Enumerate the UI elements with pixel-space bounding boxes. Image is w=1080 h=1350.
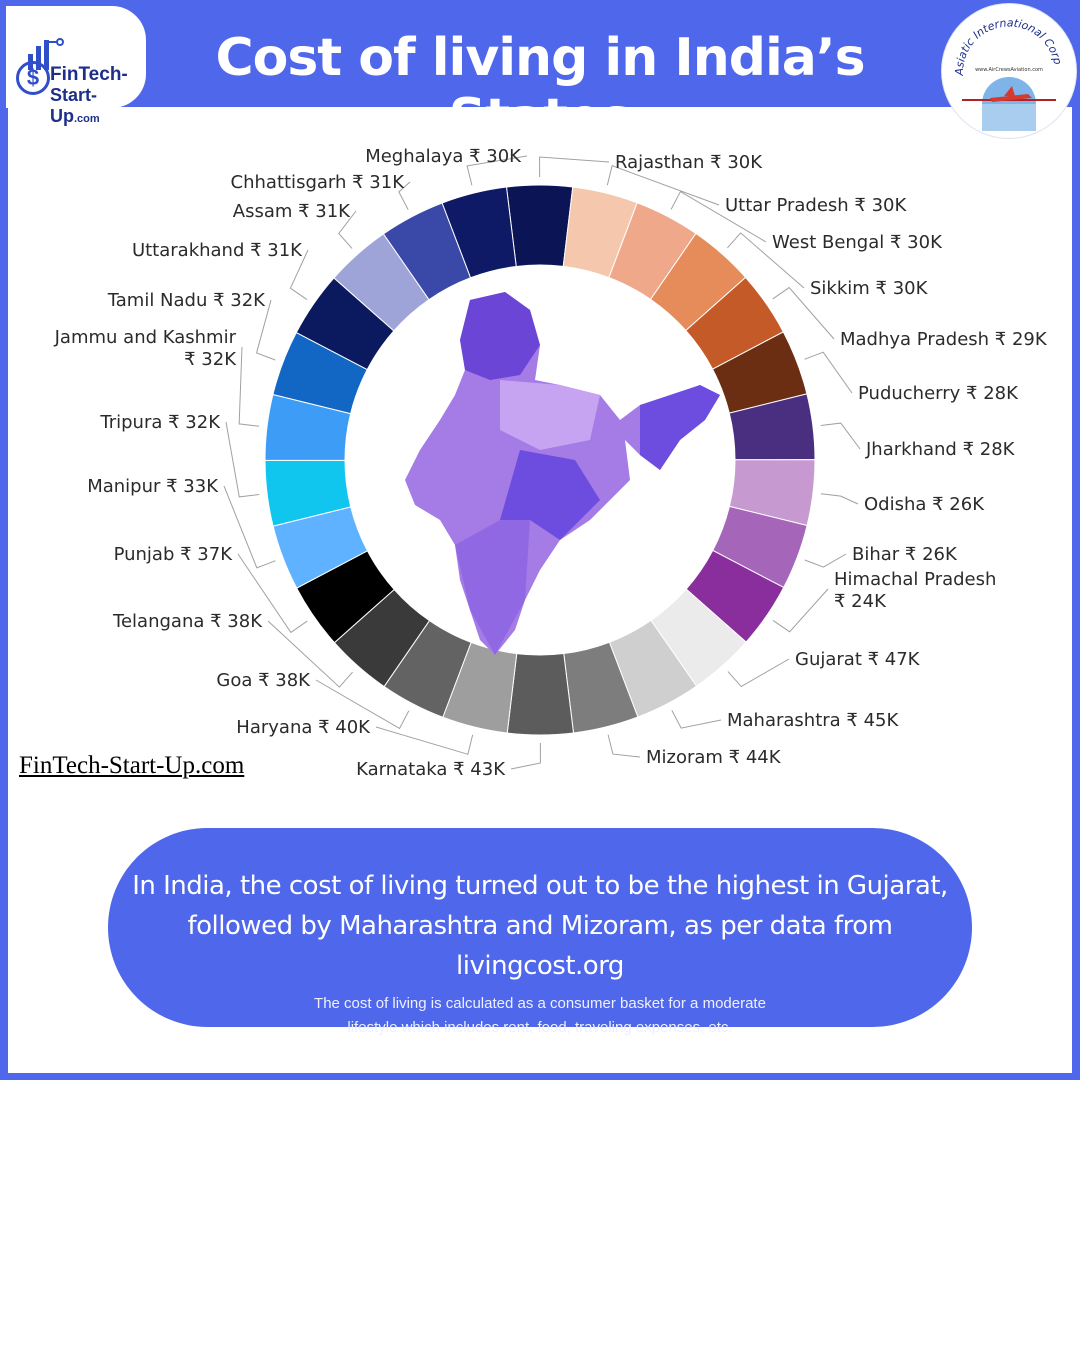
label-uttar-pradesh: Uttar Pradesh ₹ 30K xyxy=(725,195,907,216)
label-himachal-pradesh: Himachal Pradesh ₹ 24K xyxy=(834,569,996,612)
leader-line xyxy=(727,232,805,289)
summary-sub2: lifestyle which includes rent, food, tra… xyxy=(347,1019,733,1036)
leader-line xyxy=(607,734,641,758)
leader-line xyxy=(225,421,260,498)
label-tripura: Tripura ₹ 32K xyxy=(99,412,221,433)
slice-karnataka xyxy=(506,652,575,736)
label-maharashtra: Maharashtra ₹ 45K xyxy=(727,710,900,731)
label-uttarakhand: Uttarakhand ₹ 31K xyxy=(132,240,303,261)
summary-line1: In India, the cost of living turned out … xyxy=(132,871,948,901)
summary-sub1: The cost of living is calculated as a co… xyxy=(314,995,766,1012)
label-gujarat: Gujarat ₹ 47K xyxy=(795,649,921,670)
label-karnataka: Karnataka ₹ 43K xyxy=(356,759,506,780)
india-map-illustration xyxy=(405,292,720,655)
leader-line xyxy=(820,493,859,505)
watermark-link[interactable]: FinTech-Start-Up.com xyxy=(19,752,245,779)
logo-line1: FinTech- xyxy=(50,64,128,85)
label-madhya-pradesh: Madhya Pradesh ₹ 29K xyxy=(840,329,1048,350)
label-rajasthan: Rajasthan ₹ 30K xyxy=(615,152,763,173)
leader-line xyxy=(375,726,474,755)
airplane-seal-icon: Asiatic International Corp www.AirCrewsA… xyxy=(953,16,1064,131)
label-haryana: Haryana ₹ 40K xyxy=(236,717,371,738)
logo-line2: Start-Up.com xyxy=(50,85,100,126)
leader-line xyxy=(510,742,541,770)
label-chhattisgarh: Chhattisgarh ₹ 31K xyxy=(231,172,406,193)
leader-line xyxy=(606,165,720,206)
slice-rajasthan xyxy=(505,184,574,268)
label-telangana: Telangana ₹ 38K xyxy=(112,611,263,632)
label-puducherry: Puducherry ₹ 28K xyxy=(858,383,1019,404)
donut-chart: Rajasthan ₹ 30K Uttar Pradesh ₹ 30K West B… xyxy=(54,146,1048,780)
leader-line xyxy=(255,299,276,361)
slice-meghalaya xyxy=(441,186,517,279)
label-meghalaya: Meghalaya ₹ 30K xyxy=(365,146,522,167)
label-mizoram: Mizoram ₹ 44K xyxy=(646,747,782,768)
label-jharkhand: Jharkhand ₹ 28K xyxy=(865,439,1016,460)
leader-line xyxy=(289,249,309,300)
leader-line xyxy=(804,553,847,568)
label-bihar: Bihar ₹ 26K xyxy=(852,544,958,565)
leader-line xyxy=(238,346,260,427)
label-west-bengal: West Bengal ₹ 30K xyxy=(772,232,943,253)
leader-line xyxy=(267,620,353,688)
leader-line xyxy=(237,553,308,634)
leader-line xyxy=(772,286,835,340)
label-goa: Goa ₹ 38K xyxy=(216,670,311,691)
label-manipur: Manipur ₹ 33K xyxy=(87,476,219,497)
leader-line xyxy=(466,155,528,186)
leader-line xyxy=(804,351,853,394)
asiatic-logo[interactable]: Asiatic International Corp www.AirCrewsA… xyxy=(942,4,1076,138)
dollar-coin-icon: $ xyxy=(16,61,50,95)
label-jammu-and-kashmir: Jammu and Kashmir ₹ 32K xyxy=(54,327,238,370)
infographic-frame: Cost of living in India’s States $ FinTe… xyxy=(0,0,1080,1080)
svg-text:www.AirCrewsAviation.com: www.AirCrewsAviation.com xyxy=(975,67,1043,73)
label-tamil-nadu: Tamil Nadu ₹ 32K xyxy=(107,290,266,311)
leader-line xyxy=(338,210,357,249)
leader-line xyxy=(223,485,276,569)
leader-line xyxy=(315,679,410,730)
label-punjab: Punjab ₹ 37K xyxy=(114,544,234,565)
leader-line xyxy=(820,422,861,450)
label-assam: Assam ₹ 31K xyxy=(233,201,351,222)
fintech-logo[interactable]: $ FinTech- Start-Up.com xyxy=(6,6,146,126)
summary-line2: followed by Maharashtra and Mizoram, as … xyxy=(187,911,893,981)
leader-line xyxy=(671,710,722,729)
leader-line xyxy=(539,156,610,178)
leader-line xyxy=(727,658,790,688)
leader-line xyxy=(772,588,829,633)
label-sikkim: Sikkim ₹ 30K xyxy=(810,278,929,299)
leader-line xyxy=(398,181,411,210)
summary-banner: In India, the cost of living turned out … xyxy=(108,828,972,1036)
page-title: Cost of living in India’s States xyxy=(215,28,865,148)
label-odisha: Odisha ₹ 26K xyxy=(864,494,985,515)
leader-line xyxy=(670,190,767,243)
